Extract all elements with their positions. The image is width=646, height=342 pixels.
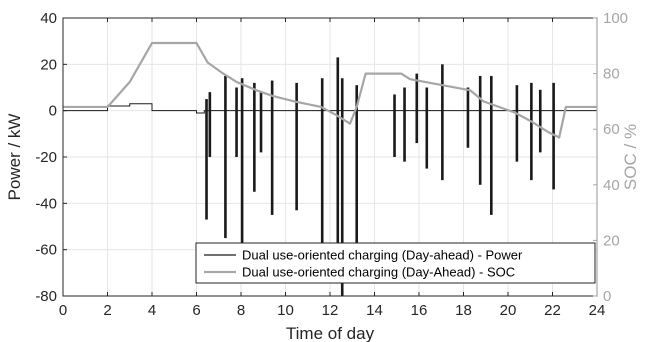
y-left-tick-label: -60: [35, 242, 57, 259]
power-pulse: [336, 57, 340, 255]
x-tick-label: 0: [59, 302, 67, 319]
legend-box: [195, 242, 596, 284]
y-left-tick-label: 40: [40, 10, 57, 27]
ticks: 0 2 4 6 8 10 12 14 16 18 20 22 2440200-20-40-60-8010…: [35, 10, 628, 319]
y-right-tick-label: 60: [603, 121, 620, 138]
x-tick-label: 6: [192, 302, 200, 319]
power-pulse: [224, 75, 227, 239]
legend-label-soc: Dual use-oriented charging (Day-Ahead) -…: [242, 265, 515, 280]
x-tick-label: 12: [322, 302, 339, 319]
x-tick-label: 18: [455, 302, 472, 319]
y-right-tick-label: 80: [603, 66, 620, 83]
x-tick-label: 16: [411, 302, 428, 319]
power-pulse: [403, 87, 406, 162]
series-layer: [63, 41, 597, 296]
power-pulse: [240, 78, 244, 246]
y-axis-label-left: Power / kW: [5, 114, 24, 201]
power-pulse: [552, 82, 555, 190]
power-pulse: [205, 99, 208, 220]
x-tick-label: 10: [277, 302, 294, 319]
y-axis-label-right: SOC / %: [621, 124, 640, 190]
y-left-tick-label: -20: [35, 149, 57, 166]
x-tick-label: 2: [103, 302, 111, 319]
power-pulse: [530, 82, 533, 181]
power-pulse: [415, 73, 419, 144]
x-tick-label: 20: [500, 302, 517, 319]
series-soc-line: [63, 41, 597, 139]
power-pulse: [355, 85, 358, 262]
power-pulse: [295, 82, 298, 211]
x-tick-label: 8: [237, 302, 245, 319]
legend-label-power: Dual use-oriented charging (Day-ahead) -…: [242, 248, 523, 263]
power-pulse: [320, 78, 324, 243]
power-pulse: [478, 75, 482, 185]
y-left-tick-label: 20: [40, 56, 57, 73]
power-pulse: [441, 64, 444, 181]
power-pulse: [340, 78, 344, 296]
y-right-tick-label: 20: [603, 232, 620, 249]
power-pulse: [393, 94, 396, 157]
power-pulse: [425, 87, 429, 169]
y-right-tick-label: 0: [603, 288, 611, 305]
power-pulse: [490, 75, 493, 215]
legend: Dual use-oriented charging (Day-ahead) -…: [195, 242, 596, 284]
power-pulse: [208, 92, 212, 157]
power-pulse: [538, 89, 542, 153]
x-tick-label: 22: [544, 302, 561, 319]
power-pulse: [259, 92, 263, 153]
power-pulse: [270, 80, 274, 215]
power-pulse: [466, 87, 470, 148]
power-pulse: [515, 85, 519, 162]
y-left-tick-label: -80: [35, 288, 57, 305]
y-right-tick-label: 100: [603, 10, 628, 27]
y-left-tick-label: 0: [49, 103, 57, 120]
x-tick-label: 4: [148, 302, 156, 319]
x-tick-label: 14: [366, 302, 383, 319]
y-left-tick-label: -40: [35, 195, 57, 212]
power-pulse: [253, 82, 256, 192]
x-axis-label: Time of day: [286, 324, 375, 342]
power-pulse: [235, 87, 238, 157]
x-tick-label: 24: [589, 302, 606, 319]
y-right-tick-label: 40: [603, 177, 620, 194]
